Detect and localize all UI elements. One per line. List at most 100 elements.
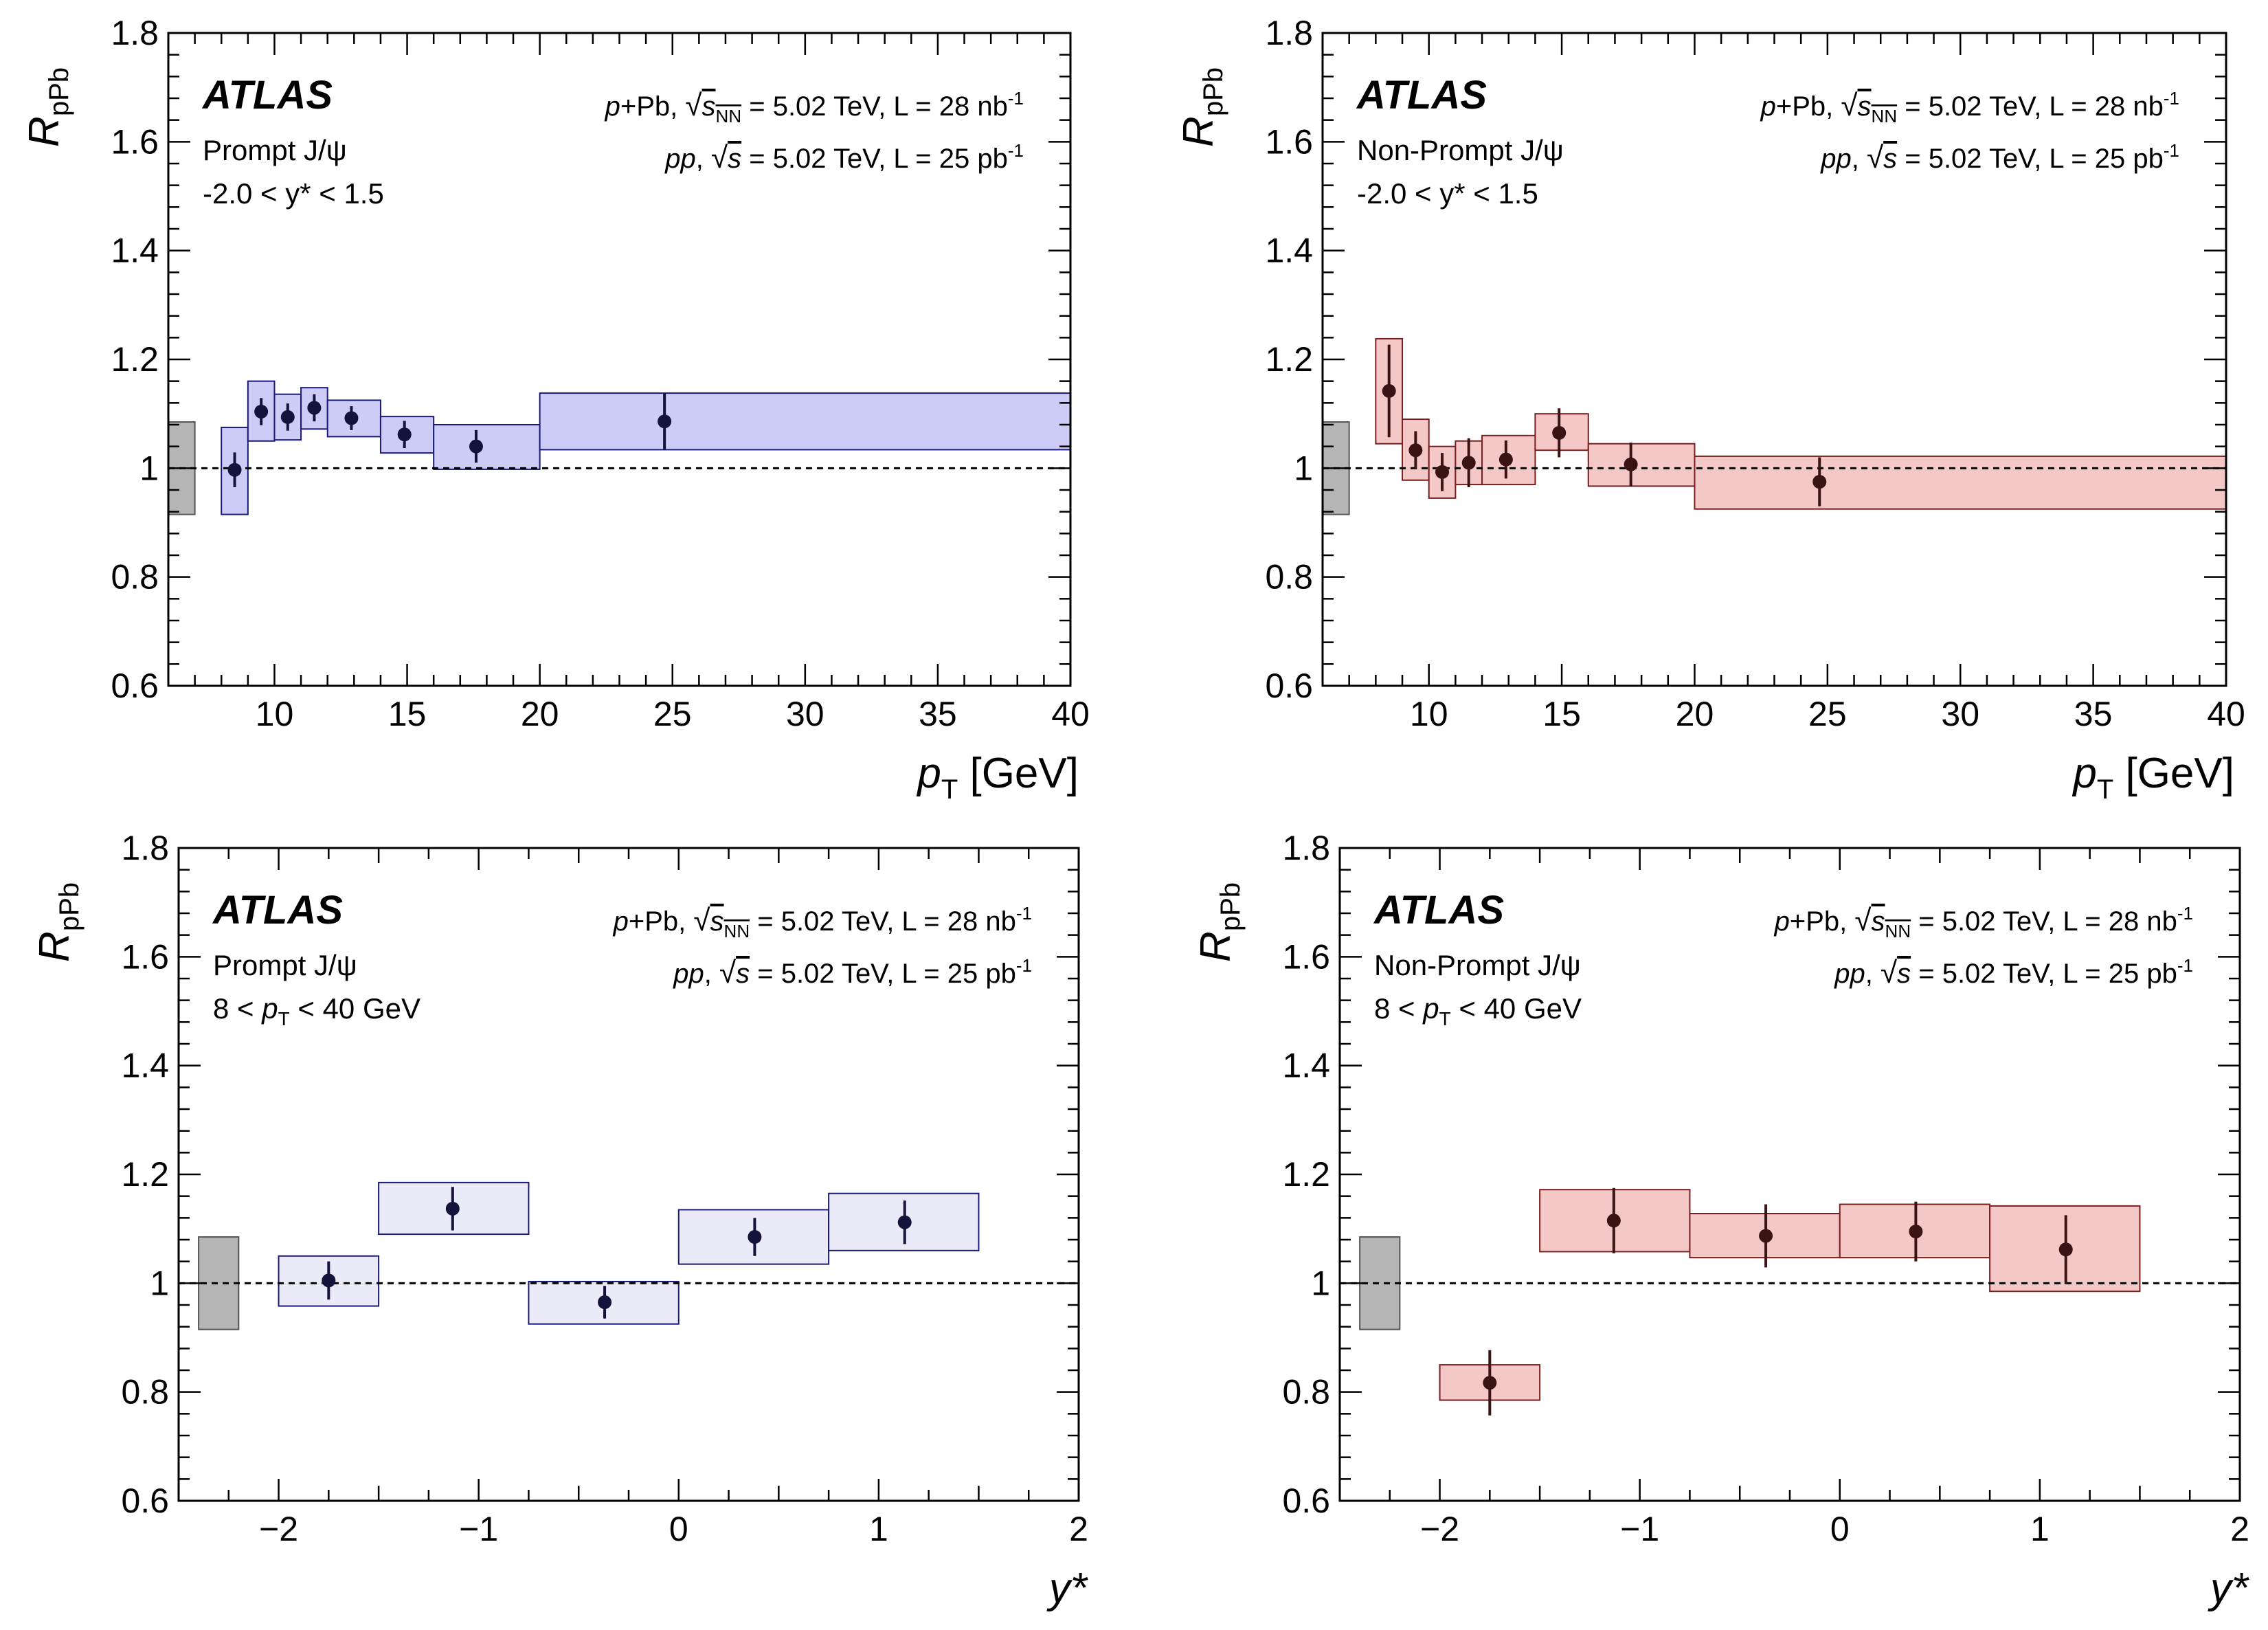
data-point-1 bbox=[1606, 1214, 1621, 1228]
info-line-1: p+Pb, √sNN = 5.02 TeV, L = 28 nb-1 bbox=[605, 88, 1024, 126]
info-line-2-system: pp bbox=[673, 959, 704, 989]
x-tick-label: 35 bbox=[2074, 695, 2113, 733]
plot-frame bbox=[177, 847, 1080, 1502]
data-point-5 bbox=[1552, 425, 1567, 440]
info-line-1-sqrt-s: s bbox=[1858, 91, 1872, 122]
y-tick-label: 1.4 bbox=[1265, 232, 1313, 270]
info-line-2-value: = 5.02 TeV, L = 25 pb bbox=[741, 144, 1008, 174]
info-line-1-system: p bbox=[1760, 91, 1776, 122]
data-point-2 bbox=[280, 410, 295, 424]
x-tick-label: −1 bbox=[1620, 1510, 1659, 1548]
y-tick-label: 1.6 bbox=[1265, 122, 1313, 161]
y-tick-label: 1.8 bbox=[121, 829, 169, 867]
info-line-1-sup: -1 bbox=[2177, 903, 2193, 924]
y-tick-label: 0.8 bbox=[121, 1373, 169, 1411]
legend-particle: Prompt J/ψ bbox=[203, 134, 347, 166]
info-line-2-sup: -1 bbox=[1016, 955, 1032, 976]
y-tick-label: 0.6 bbox=[111, 667, 159, 705]
info-line-2-sep: , bbox=[696, 144, 711, 174]
info-line-2-sup: -1 bbox=[2164, 140, 2179, 161]
x-tick-label: 10 bbox=[256, 695, 294, 733]
y-axis-label-sub: pPb bbox=[44, 67, 74, 116]
info-line-1-system: p bbox=[613, 906, 629, 937]
info-line-2-sup: -1 bbox=[2177, 955, 2193, 976]
legend-range-post: < 40 GeV bbox=[290, 992, 420, 1025]
info-line-1: p+Pb, √sNN = 5.02 TeV, L = 28 nb-1 bbox=[613, 903, 1032, 941]
systematic-box-6 bbox=[1587, 443, 1696, 487]
legend-range: 8 < pT < 40 GeV bbox=[1374, 992, 1582, 1029]
x-axis-label-unit: [GeV] bbox=[2113, 750, 2234, 797]
info-line-2: pp, √s = 5.02 TeV, L = 25 pb-1 bbox=[1834, 955, 2193, 990]
info-line-2-sqrt-icon: √ bbox=[711, 141, 728, 175]
y-axis-label: RpPb bbox=[21, 67, 74, 147]
data-point-2 bbox=[598, 1295, 612, 1310]
y-tick-label: 1.6 bbox=[1282, 937, 1330, 976]
x-tick-label: −2 bbox=[1420, 1510, 1459, 1548]
info-line-1-sup: -1 bbox=[1016, 903, 1032, 924]
legend-particle: Non-Prompt J/ψ bbox=[1374, 949, 1581, 981]
y-axis-label-main: R bbox=[1175, 116, 1222, 147]
legend-range-p: p bbox=[260, 992, 278, 1025]
legend-range: -2.0 < y* < 1.5 bbox=[203, 177, 384, 210]
x-tick-label: 40 bbox=[2207, 695, 2245, 733]
chart-nonprompt-y: 0.6 0.8 1 1.2 1.4 1.6 1.8 −2 −1 0 1 2 RpPb y* ATLAS Non… bbox=[1192, 829, 2249, 1612]
info-line-1-sup: -1 bbox=[1008, 88, 1024, 109]
info-line-2-system: pp bbox=[1820, 144, 1852, 174]
systematic-box-6 bbox=[433, 424, 541, 470]
y-tick-label: 0.6 bbox=[1265, 667, 1313, 705]
data-point-4 bbox=[897, 1215, 912, 1229]
legend-particle: Prompt J/ψ bbox=[213, 949, 357, 981]
info-line-2-sep: , bbox=[704, 959, 719, 989]
info-line-1-system: p bbox=[605, 91, 620, 122]
legend-range-p: p bbox=[1422, 992, 1439, 1025]
info-line-2-sep: , bbox=[1865, 959, 1880, 989]
info-line-1: p+Pb, √sNN = 5.02 TeV, L = 28 nb-1 bbox=[1774, 903, 2193, 941]
legend-particle: Non-Prompt J/ψ bbox=[1357, 134, 1564, 166]
y-tick-label: 1.4 bbox=[1282, 1047, 1330, 1085]
info-line-2-system: pp bbox=[1834, 959, 1865, 989]
y-axis-label: RpPb bbox=[31, 882, 85, 962]
y-tick-label: 1.2 bbox=[121, 1155, 169, 1194]
x-tick-label: 15 bbox=[388, 695, 427, 733]
x-tick-label: 25 bbox=[653, 695, 692, 733]
x-axis-label-sub: T bbox=[941, 774, 958, 805]
data-point-6 bbox=[469, 439, 483, 454]
info-line-2-sep: , bbox=[1852, 144, 1867, 174]
data-point-4 bbox=[1498, 452, 1513, 467]
y-tick-label: 1 bbox=[1311, 1264, 1330, 1302]
x-axis-label-unit: [GeV] bbox=[958, 750, 1079, 797]
data-point-3 bbox=[1909, 1225, 1923, 1239]
info-line-1-sqrt-icon: √ bbox=[1854, 904, 1872, 937]
data-point-0 bbox=[227, 462, 242, 477]
info-line-2-sup: -1 bbox=[1008, 140, 1024, 161]
legend-range-pre: 8 < bbox=[1374, 992, 1423, 1025]
y-tick-label: 1.4 bbox=[121, 1047, 169, 1085]
info-line-2-value: = 5.02 TeV, L = 25 pb bbox=[1897, 144, 2164, 174]
info-line-1-sqrt-sub: NN bbox=[716, 106, 742, 126]
chart-prompt-pt: 0.6 0.8 1 1.2 1.4 1.6 1.8 10 15 20 25 30 35 40 RpPb pT … bbox=[21, 14, 1090, 805]
info-line-2-sqrt-s: s bbox=[1897, 959, 1911, 989]
data-point-0 bbox=[1382, 383, 1396, 398]
data-point-4 bbox=[2058, 1242, 2073, 1257]
info-line-1-sqrt-icon: √ bbox=[685, 89, 702, 122]
y-axis-label-sub: pPb bbox=[1215, 882, 1246, 931]
info-line-2-value: = 5.02 TeV, L = 25 pb bbox=[1911, 959, 2177, 989]
data-point-1 bbox=[1408, 443, 1423, 458]
legend-range: 8 < pT < 40 GeV bbox=[213, 992, 420, 1029]
info-line-1-sep: +Pb, bbox=[629, 906, 694, 937]
info-line-2: pp, √s = 5.02 TeV, L = 25 pb-1 bbox=[664, 140, 1024, 175]
y-tick-label: 0.8 bbox=[1282, 1373, 1330, 1411]
data-point-3 bbox=[307, 401, 322, 415]
legend-range-post: < 40 GeV bbox=[1451, 992, 1582, 1025]
y-tick-label: 1.6 bbox=[121, 937, 169, 976]
atlas-label: ATLAS bbox=[1373, 888, 1504, 933]
info-line-1-sqrt-icon: √ bbox=[1841, 89, 1858, 122]
x-tick-label: 35 bbox=[919, 695, 957, 733]
x-tick-label: 0 bbox=[669, 1510, 688, 1548]
legend-range: -2.0 < y* < 1.5 bbox=[1357, 177, 1538, 210]
atlas-label: ATLAS bbox=[201, 73, 333, 118]
y-tick-label: 0.6 bbox=[121, 1482, 169, 1520]
x-tick-label: 1 bbox=[2030, 1510, 2050, 1548]
x-tick-label: −2 bbox=[259, 1510, 298, 1548]
data-point-4 bbox=[344, 411, 359, 425]
